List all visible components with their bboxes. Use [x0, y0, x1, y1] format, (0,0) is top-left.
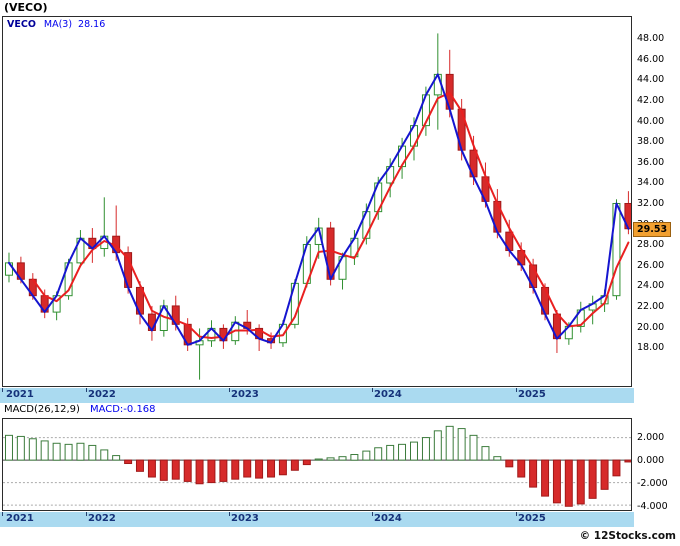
year-tick-mark — [2, 388, 3, 392]
year-tick-mark — [372, 388, 373, 392]
macd-chart-canvas — [3, 425, 631, 507]
macd-y-axis-label: -2.000 — [637, 478, 668, 489]
year-label: 2022 — [88, 389, 116, 400]
price-y-axis-label: 36.00 — [637, 157, 665, 168]
year-tick-mark — [2, 512, 3, 516]
year-tick-mark — [516, 512, 517, 516]
macd-chart-panel — [2, 418, 632, 511]
macd-y-axis-label: -4.000 — [637, 501, 668, 512]
price-y-axis-label: 22.00 — [637, 301, 665, 312]
price-y-axis-label: 20.00 — [637, 322, 665, 333]
price-x-axis-band: 2021 2022 2023 2024 2025 — [0, 388, 634, 403]
year-label: 2024 — [374, 389, 402, 400]
year-tick-mark — [229, 512, 230, 516]
price-y-axis-label: 38.00 — [637, 136, 665, 147]
page-title: (VECO) — [4, 1, 48, 14]
macd-x-axis-band: 2021 2022 2023 2024 2025 — [0, 512, 634, 527]
price-y-axis-label: 44.00 — [637, 74, 665, 85]
year-tick-mark — [86, 388, 87, 392]
site-credit-link[interactable]: © 12Stocks.com — [579, 530, 676, 542]
price-chart-panel: VECO MA(3) 28.16 — [2, 16, 632, 387]
price-y-axis-label: 24.00 — [637, 280, 665, 291]
macd-y-axis-label: 2.000 — [637, 432, 665, 443]
year-label: 2025 — [518, 513, 546, 524]
price-legend: VECO MA(3) 28.16 — [7, 19, 111, 30]
price-y-axis-label: 34.00 — [637, 177, 665, 188]
price-chart-canvas — [4, 33, 631, 380]
price-y-axis-label: 46.00 — [637, 54, 665, 65]
year-tick-mark — [516, 388, 517, 392]
year-label: 2021 — [6, 389, 34, 400]
legend-ma-label: MA(3) — [43, 19, 73, 30]
macd-settings-label: MACD(26,12,9) — [4, 404, 80, 415]
price-y-axis-label: 18.00 — [637, 342, 665, 353]
year-label: 2022 — [88, 513, 116, 524]
year-tick-mark — [229, 388, 230, 392]
price-y-axis-label: 40.00 — [637, 116, 665, 127]
price-y-axis-label: 26.00 — [637, 260, 665, 271]
price-y-axis-label: 28.00 — [637, 239, 665, 250]
macd-current-value: MACD:-0.168 — [89, 404, 156, 415]
year-label: 2023 — [231, 389, 259, 400]
current-price-tag: 29.53 — [633, 222, 672, 237]
macd-header: MACD(26,12,9) MACD:-0.168 — [4, 404, 156, 415]
year-label: 2025 — [518, 389, 546, 400]
year-tick-mark — [86, 512, 87, 516]
year-tick-mark — [372, 512, 373, 516]
price-y-axis: 48.00 46.00 44.00 42.00 40.00 38.00 36.00 34.00… — [637, 0, 680, 546]
macd-y-axis: 2.000 0.000 -2.000 -4.000 — [637, 0, 680, 546]
year-label: 2024 — [374, 513, 402, 524]
price-y-axis-label: 32.00 — [637, 198, 665, 209]
macd-y-axis-label: 0.000 — [637, 455, 665, 466]
year-label: 2023 — [231, 513, 259, 524]
legend-ma-value: 28.16 — [78, 19, 106, 30]
legend-symbol: VECO — [7, 19, 36, 30]
year-label: 2021 — [6, 513, 34, 524]
price-y-axis-label: 48.00 — [637, 33, 665, 44]
price-y-axis-label: 42.00 — [637, 95, 665, 106]
